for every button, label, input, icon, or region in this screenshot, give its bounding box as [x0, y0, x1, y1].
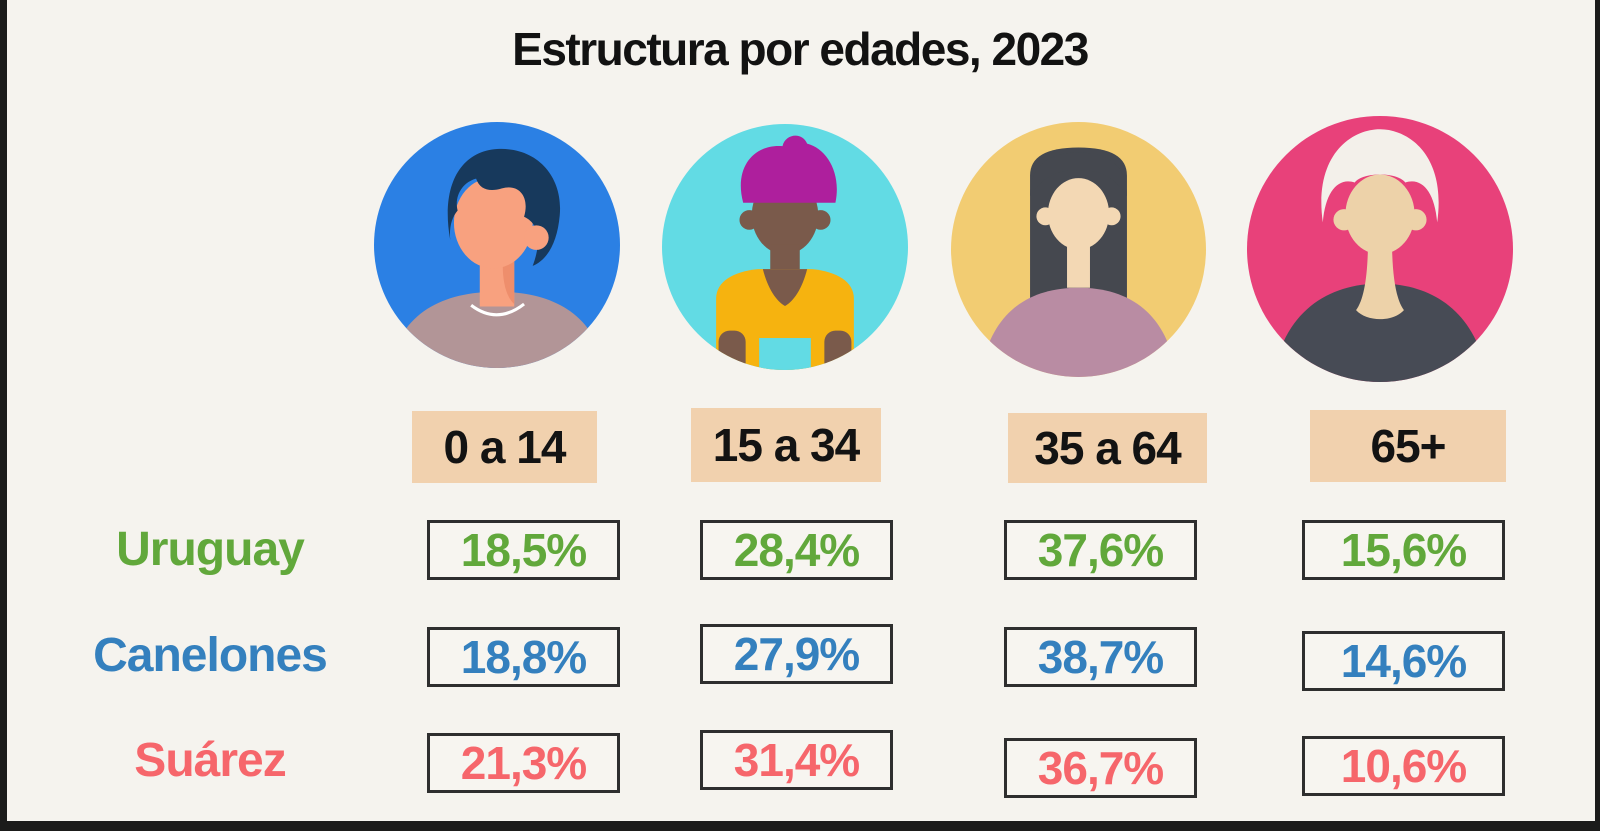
value-uruguay-0-14: 18,5% [427, 520, 620, 580]
avatar-elderly-person [1247, 116, 1513, 382]
avatar-young-person [662, 124, 908, 370]
value-text: 14,6% [1340, 635, 1467, 687]
value-text: 28,4% [733, 524, 860, 576]
young-person-avatar-icon [662, 124, 908, 370]
row-label-uruguay: Uruguay [116, 523, 305, 576]
value-text: 10,6% [1340, 740, 1467, 792]
value-uruguay-35-64: 37,6% [1004, 520, 1197, 580]
value-suarez-65plus: 10,6% [1302, 736, 1505, 796]
value-suarez-15-34: 31,4% [700, 730, 893, 790]
value-text: 31,4% [733, 734, 860, 786]
value-text: 38,7% [1037, 631, 1164, 683]
value-uruguay-65plus: 15,6% [1302, 520, 1505, 580]
row-label-canelones: Canelones [93, 629, 328, 682]
value-text: 21,3% [460, 737, 587, 789]
age-group-header-15-34: 15 a 34 [691, 408, 881, 482]
age-group-text: 35 a 64 [1034, 422, 1181, 474]
value-text: 18,5% [460, 524, 587, 576]
value-suarez-35-64: 36,7% [1004, 738, 1197, 798]
row-label-suarez: Suárez [134, 734, 286, 787]
age-group-text: 65+ [1370, 420, 1446, 472]
value-canelones-15-34: 27,9% [700, 624, 893, 684]
woman-avatar-icon [951, 122, 1206, 377]
value-text: 27,9% [733, 628, 860, 680]
value-suarez-0-14: 21,3% [427, 733, 620, 793]
age-group-text: 15 a 34 [712, 419, 860, 471]
value-canelones-0-14: 18,8% [427, 627, 620, 687]
frame-left-edge [0, 0, 7, 831]
frame-bottom-edge [0, 821, 1600, 831]
age-group-header-35-64: 35 a 64 [1008, 413, 1207, 483]
chart-title: Estructura por edades, 2023 [512, 23, 1089, 75]
value-text: 18,8% [460, 631, 587, 683]
value-text: 36,7% [1037, 742, 1164, 794]
value-uruguay-15-34: 28,4% [700, 520, 893, 580]
age-group-header-0-14: 0 a 14 [412, 411, 597, 483]
age-group-text: 0 a 14 [443, 421, 567, 473]
avatar-woman [951, 122, 1206, 377]
value-text: 15,6% [1340, 524, 1467, 576]
elderly-person-avatar-icon [1247, 116, 1513, 382]
avatar-boy [374, 122, 620, 368]
boy-avatar-icon [374, 122, 620, 368]
age-group-header-65plus: 65+ [1310, 410, 1506, 482]
frame-right-edge [1595, 0, 1600, 831]
value-canelones-65plus: 14,6% [1302, 631, 1505, 691]
value-canelones-35-64: 38,7% [1004, 627, 1197, 687]
value-text: 37,6% [1037, 524, 1164, 576]
